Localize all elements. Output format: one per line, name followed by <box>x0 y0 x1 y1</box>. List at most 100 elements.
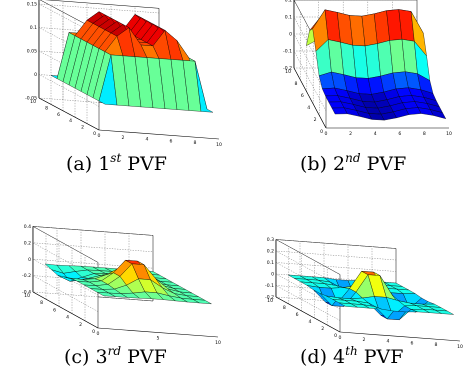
caption-a: (a) 1st PVF <box>66 151 167 175</box>
facet-d-8-0 <box>435 309 454 315</box>
x-tick-d-4: 8 <box>435 342 438 348</box>
z-tick-b-1: -0.1 <box>283 49 292 55</box>
z-tick-a-1: 0 <box>34 72 37 78</box>
z-tick-d-3: 0.1 <box>267 260 274 266</box>
x-tick-b-5: 10 <box>446 131 452 137</box>
y-tick-d-0: 0 <box>334 333 337 339</box>
y-tick-d-2: 4 <box>308 319 311 325</box>
z-tick-d-0: -0.2 <box>265 295 274 301</box>
y-tick-b-2: 4 <box>307 105 310 111</box>
surface-d <box>287 270 454 321</box>
y-tick-a-5: 10 <box>30 99 36 105</box>
facet-a-8-0 <box>194 61 214 113</box>
y-axis-c <box>32 291 99 329</box>
x-tick-a-2: 4 <box>146 137 149 143</box>
axes-a: -0.05 0 0.05 0.1 0.15 0 2 4 6 8 10 0 2 4 6 8 10 <box>25 0 222 148</box>
surface-c <box>44 259 212 305</box>
z-tick-b-3: 0.1 <box>285 15 292 21</box>
z-tick-d-5: 0.3 <box>267 237 274 243</box>
z-tick-c-3: 0.2 <box>24 240 31 246</box>
panel-a: -0.05 0 0.05 0.1 0.15 0 2 4 6 8 10 0 2 4 6 8 10 <box>24 0 229 148</box>
y-tick-c-3: 6 <box>53 307 56 313</box>
x-tick-c-2: 10 <box>215 340 221 346</box>
x-tick-b-0: 0 <box>325 131 328 137</box>
x-axis-d <box>339 331 461 342</box>
z-tick-a-0: -0.05 <box>25 96 37 102</box>
y-axis-b <box>293 67 327 129</box>
x-tick-d-0: 0 <box>339 335 342 341</box>
y-tick-c-4: 8 <box>40 300 43 306</box>
y-tick-a-4: 8 <box>45 105 48 111</box>
surface-plot-a: -0.05 0 0.05 0.1 0.15 0 2 4 6 8 10 0 2 4 6 8 10 <box>25 0 222 148</box>
x-tick-a-5: 10 <box>216 142 222 148</box>
x-tick-d-3: 6 <box>411 340 414 346</box>
surface-plot-c: -0.4 -0.2 0 0.2 0.4 0 5 10 0 2 4 6 8 10 <box>22 224 221 346</box>
y-tick-b-3: 6 <box>301 93 304 99</box>
caption-c: (c) 3rd PVF <box>64 344 167 368</box>
y-tick-a-1: 2 <box>81 125 84 131</box>
x-tick-d-2: 4 <box>387 339 390 345</box>
z-gridline-c-3 <box>32 242 154 279</box>
x-tick-d-5: 10 <box>457 344 463 350</box>
y-tick-d-4: 8 <box>283 305 286 311</box>
z-gridline-c-0 <box>32 291 154 329</box>
surface-a <box>50 11 214 113</box>
axes-d: -0.2 -0.1 0 0.1 0.2 0.3 0 2 4 6 8 10 0 2 4 6 8 10 <box>265 237 463 350</box>
facet-b-8-0 <box>429 109 447 120</box>
z-gridline-c-2 <box>32 258 154 296</box>
x-tick-c-0: 0 <box>97 331 100 337</box>
x-tick-b-3: 6 <box>398 131 401 137</box>
z-tick-b-0: -0.2 <box>283 66 292 72</box>
z-tick-b-2: 0 <box>289 32 292 38</box>
x-axis-c <box>97 327 219 338</box>
caption-d: (d) 4th PVF <box>300 344 404 368</box>
z-gridline-c-4 <box>32 226 154 263</box>
y-tick-d-3: 6 <box>296 312 299 318</box>
x-axis-a <box>98 129 220 140</box>
z-tick-d-1: -0.1 <box>265 283 274 289</box>
y-tick-b-0: 0 <box>320 129 323 135</box>
y-tick-a-3: 6 <box>57 112 60 118</box>
y-tick-a-2: 4 <box>69 118 72 124</box>
surface-b <box>306 9 447 121</box>
y-tick-c-1: 2 <box>79 322 82 328</box>
y-tick-d-5: 10 <box>267 298 273 304</box>
x-tick-c-1: 5 <box>157 336 160 342</box>
axes-c: -0.4 -0.2 0 0.2 0.4 0 5 10 0 2 4 6 8 10 <box>22 224 221 346</box>
panel-c: -0.4 -0.2 0 0.2 0.4 0 5 10 0 2 4 6 8 10 <box>16 208 226 346</box>
x-tick-a-4: 8 <box>194 140 197 146</box>
x-tick-a-1: 2 <box>122 135 125 141</box>
z-tick-a-4: 0.15 <box>27 2 37 8</box>
y-tick-d-1: 2 <box>321 326 324 332</box>
y-tick-c-0: 0 <box>92 329 95 335</box>
panel-d: -0.2 -0.1 0 0.1 0.2 0.3 0 2 4 6 8 10 0 2 4 6 8 10 <box>256 210 470 350</box>
z-tick-b-4: 0.2 <box>285 0 292 4</box>
y-tick-b-4: 8 <box>294 81 297 87</box>
y-tick-b-1: 2 <box>314 117 317 123</box>
x-tick-b-4: 8 <box>423 131 426 137</box>
y-axis-d <box>275 296 341 333</box>
y-tick-c-2: 4 <box>66 315 69 321</box>
caption-b: (b) 2nd PVF <box>300 151 407 175</box>
x-tick-b-1: 2 <box>349 131 352 137</box>
surface-plot-d: -0.2 -0.1 0 0.1 0.2 0.3 0 2 4 6 8 10 0 2 4 6 8 10 <box>265 237 463 350</box>
z-tick-c-2: 0 <box>28 257 31 263</box>
y-tick-b-5: 10 <box>285 69 291 75</box>
x-tick-a-0: 0 <box>98 133 101 139</box>
y-tick-a-0: 0 <box>93 131 96 137</box>
x-tick-d-1: 2 <box>363 337 366 343</box>
z-tick-a-2: 0.05 <box>27 49 37 55</box>
z-tick-c-4: 0.4 <box>24 224 31 230</box>
y-tick-c-5: 10 <box>24 293 30 299</box>
y-axis-a <box>38 97 100 131</box>
facet-c-8-0 <box>192 299 212 305</box>
z-tick-c-0: -0.4 <box>22 290 31 296</box>
z-tick-a-3: 0.1 <box>30 25 37 31</box>
x-tick-a-3: 6 <box>170 138 173 144</box>
panel-b: -0.2 -0.1 0 0.1 0.2 0 2 4 6 8 10 0 2 4 6 8 10 <box>268 0 473 146</box>
z-tick-c-1: -0.2 <box>22 273 31 279</box>
x-tick-b-2: 4 <box>374 131 377 137</box>
z-tick-d-2: 0 <box>271 272 274 278</box>
